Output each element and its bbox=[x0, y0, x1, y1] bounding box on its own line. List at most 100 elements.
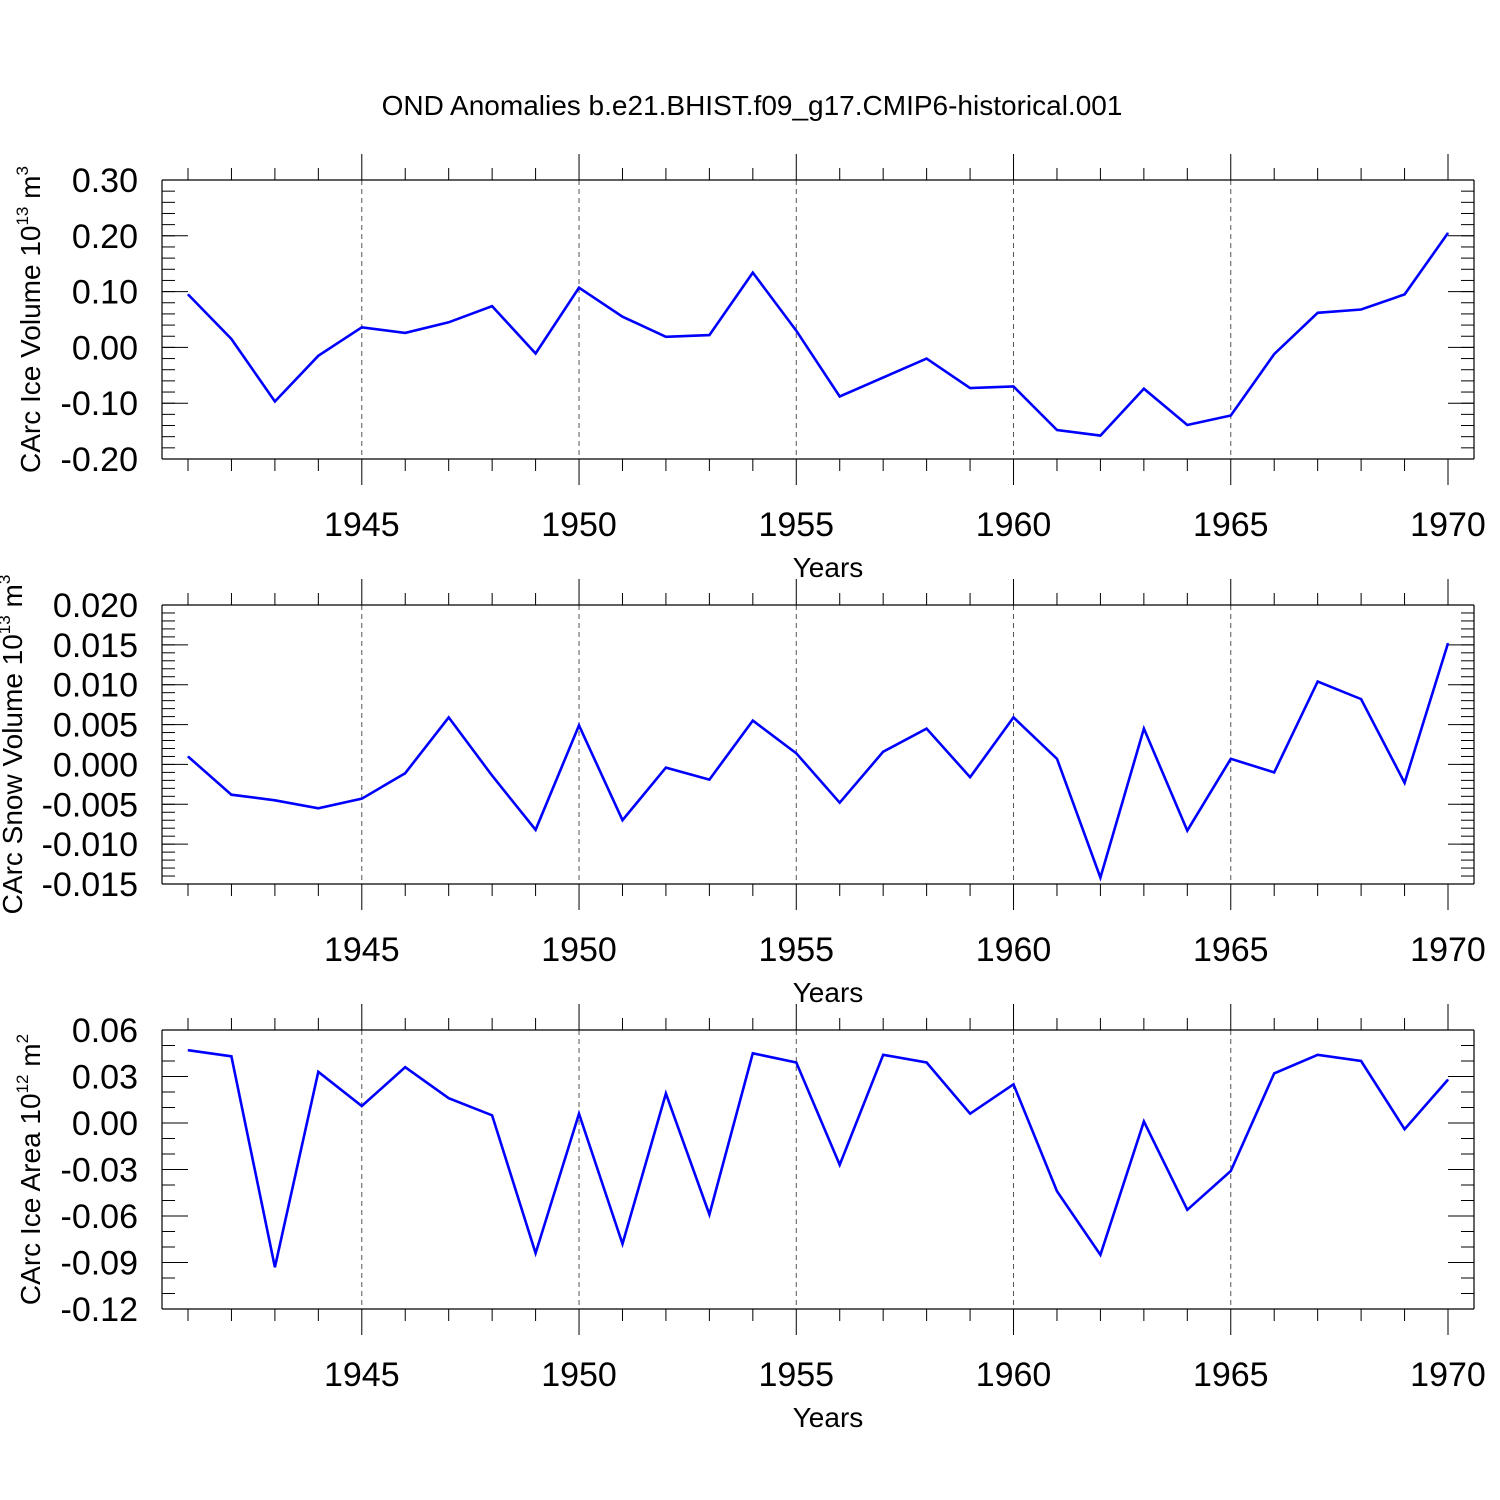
data-point bbox=[1143, 388, 1145, 390]
data-point bbox=[621, 819, 623, 821]
data-point bbox=[404, 1066, 406, 1068]
y-axis-label: CArc Snow Volume 1013 m3 bbox=[0, 575, 28, 915]
data-point bbox=[1013, 1083, 1015, 1085]
x-tick-label: 1970 bbox=[1410, 1356, 1486, 1394]
x-tick-label: 1955 bbox=[758, 1356, 834, 1394]
data-point bbox=[274, 1266, 276, 1268]
data-point bbox=[752, 1052, 754, 1054]
data-point bbox=[578, 287, 580, 289]
x-tick-label: 1945 bbox=[324, 1356, 400, 1394]
series-line bbox=[187, 642, 1450, 882]
y-tick-label: -0.10 bbox=[61, 385, 139, 423]
data-point bbox=[1317, 1054, 1319, 1056]
data-point bbox=[1013, 385, 1015, 387]
x-tick-label: 1950 bbox=[541, 506, 617, 544]
data-point bbox=[1186, 1209, 1188, 1211]
x-axis-label: Years bbox=[793, 552, 864, 583]
x-tick-label: 1950 bbox=[541, 931, 617, 969]
chart-panel-2: 1945 1950 1955 1960 1965 1970 -0.015-0.010-0.0… bbox=[0, 575, 1486, 1008]
data-point bbox=[1404, 782, 1406, 784]
y-tick-label: -0.06 bbox=[61, 1198, 139, 1236]
data-point bbox=[491, 1114, 493, 1116]
data-point bbox=[361, 1105, 363, 1107]
data-point bbox=[1360, 1060, 1362, 1062]
data-point bbox=[1099, 1254, 1101, 1256]
data-point bbox=[274, 401, 276, 403]
y-tick-label: 0.005 bbox=[53, 707, 138, 745]
data-point bbox=[1186, 830, 1188, 832]
data-point bbox=[665, 336, 667, 338]
y-tick-label: -0.005 bbox=[42, 786, 138, 824]
data-point bbox=[926, 728, 928, 730]
data-point bbox=[1230, 1170, 1232, 1172]
y-tick-label: -0.12 bbox=[61, 1291, 139, 1329]
data-point bbox=[361, 326, 363, 328]
data-point bbox=[448, 1097, 450, 1099]
y-tick-label: 0.00 bbox=[72, 1105, 138, 1143]
data-point bbox=[274, 799, 276, 801]
data-point bbox=[1447, 642, 1449, 644]
data-point bbox=[187, 755, 189, 757]
data-point bbox=[1013, 716, 1015, 718]
data-point bbox=[317, 807, 319, 809]
chart-panel-3: 1945 1950 1955 1960 1965 1970 -0.12 -0.09 -0.06 -… bbox=[13, 1004, 1486, 1433]
data-point bbox=[969, 1113, 971, 1115]
series-line bbox=[187, 1048, 1449, 1268]
y-tick-label: 0.020 bbox=[53, 587, 138, 625]
data-point bbox=[969, 776, 971, 778]
data-point bbox=[1404, 1128, 1406, 1130]
y-tick-label: -0.015 bbox=[42, 866, 138, 904]
data-point bbox=[1447, 232, 1449, 234]
data-point bbox=[969, 387, 971, 389]
data-point bbox=[882, 751, 884, 753]
data-point bbox=[491, 775, 493, 777]
y-tick-label: -0.09 bbox=[61, 1245, 139, 1283]
data-point bbox=[1143, 728, 1145, 730]
data-point bbox=[882, 1054, 884, 1056]
data-point bbox=[795, 1062, 797, 1064]
x-tick-label: 1960 bbox=[976, 506, 1052, 544]
data-point bbox=[1056, 1190, 1058, 1192]
data-point bbox=[1230, 758, 1232, 760]
x-axis-label: Years bbox=[793, 1402, 864, 1433]
y-tick-label: 0.30 bbox=[72, 162, 138, 200]
data-point bbox=[1143, 1120, 1145, 1122]
data-point bbox=[491, 305, 493, 307]
data-point bbox=[1186, 424, 1188, 426]
data-point bbox=[621, 316, 623, 318]
y-tick-label: -0.03 bbox=[61, 1152, 139, 1190]
data-point bbox=[1273, 771, 1275, 773]
y-tick-label: 0.10 bbox=[72, 274, 138, 312]
data-point bbox=[230, 794, 232, 796]
y-tick-label: 0.06 bbox=[72, 1012, 138, 1050]
data-point bbox=[839, 396, 841, 398]
x-tick-label: 1945 bbox=[324, 506, 400, 544]
data-point bbox=[1273, 1072, 1275, 1074]
data-point bbox=[1360, 698, 1362, 700]
series-line bbox=[187, 232, 1450, 437]
data-point bbox=[448, 321, 450, 323]
x-tick-label: 1965 bbox=[1193, 931, 1269, 969]
y-tick-label: 0.000 bbox=[53, 746, 138, 784]
data-point bbox=[665, 1093, 667, 1095]
data-point bbox=[578, 724, 580, 726]
data-point bbox=[404, 332, 406, 334]
x-tick-label: 1965 bbox=[1193, 506, 1269, 544]
y-axis-label: CArc Ice Volume 1013 m3 bbox=[13, 166, 46, 473]
data-point bbox=[1360, 308, 1362, 310]
data-point bbox=[535, 1252, 537, 1254]
data-point bbox=[535, 353, 537, 355]
data-point bbox=[665, 767, 667, 769]
x-tick-label: 1960 bbox=[976, 931, 1052, 969]
x-tick-label: 1970 bbox=[1410, 506, 1486, 544]
y-axis-label: CArc Ice Area 1012 m2 bbox=[13, 1034, 46, 1305]
data-point bbox=[1056, 429, 1058, 431]
y-tick-label: -0.010 bbox=[42, 826, 138, 864]
data-point bbox=[448, 716, 450, 718]
x-axis-label: Years bbox=[793, 977, 864, 1008]
data-point bbox=[1273, 353, 1275, 355]
data-point bbox=[1230, 414, 1232, 416]
x-tick-label: 1965 bbox=[1193, 1356, 1269, 1394]
data-point bbox=[1056, 758, 1058, 760]
